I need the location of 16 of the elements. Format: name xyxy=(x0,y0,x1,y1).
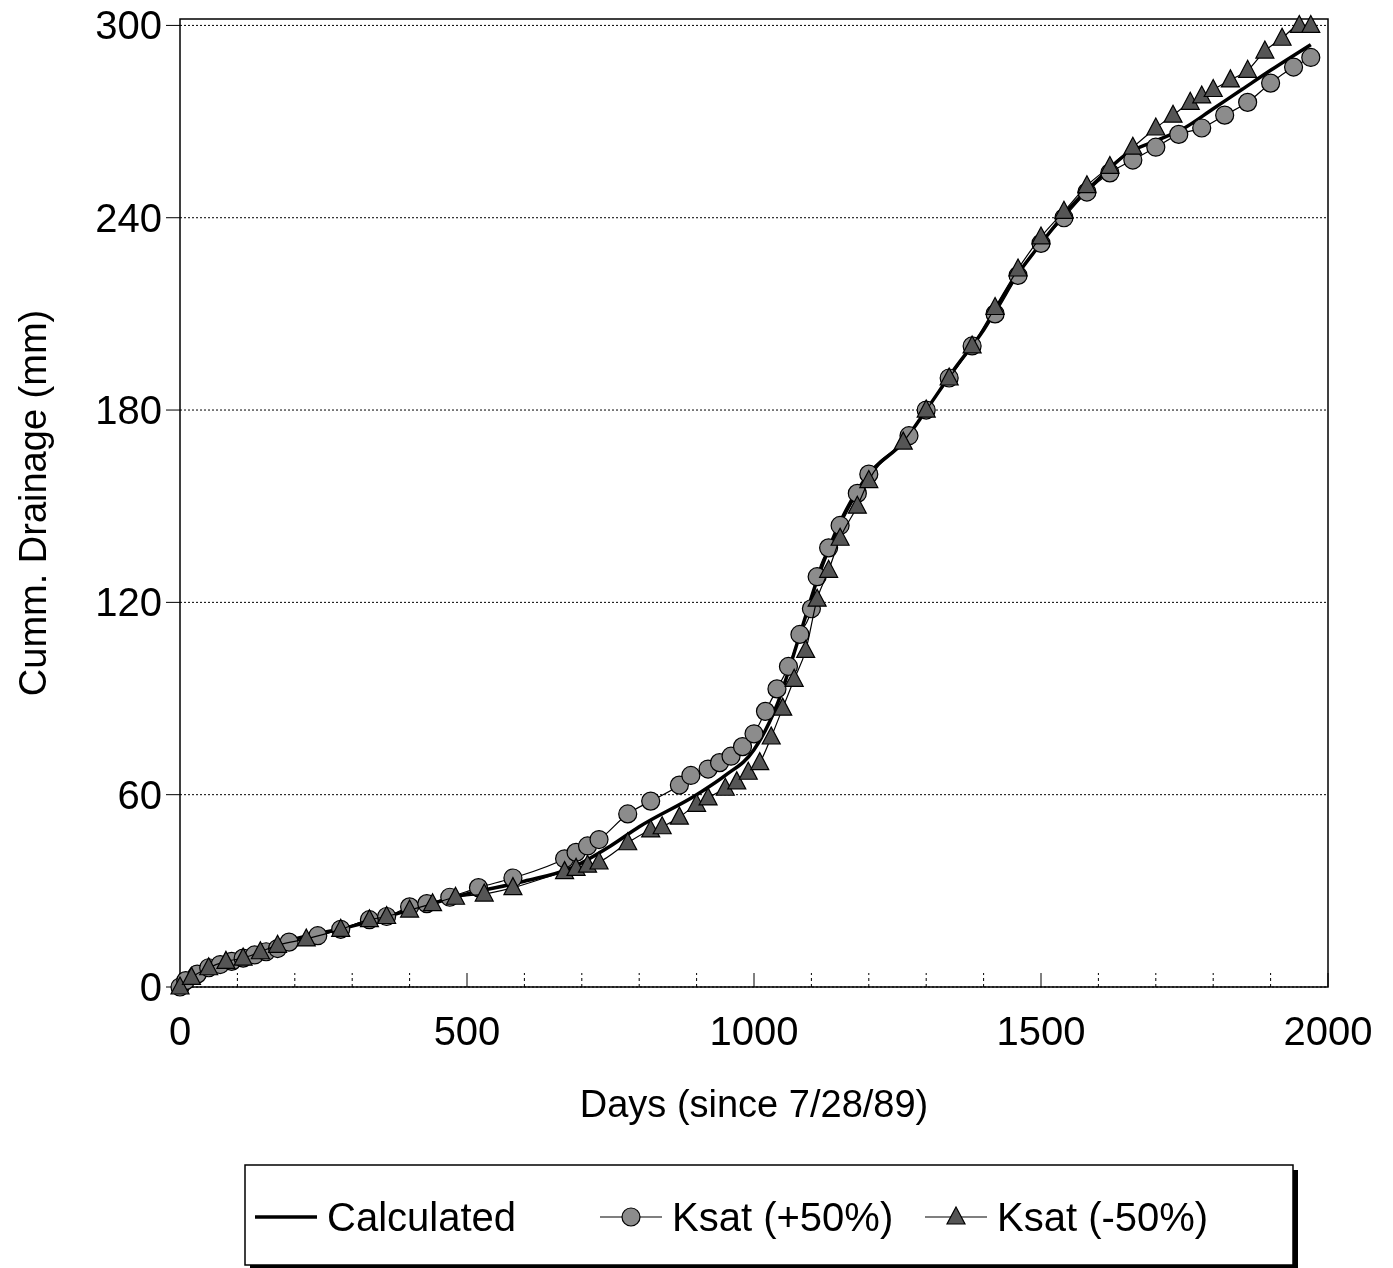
y-tick-label: 240 xyxy=(95,195,162,240)
x-tick-label: 0 xyxy=(168,1009,192,1053)
x-axis-title: Days (since 7/28/89) xyxy=(579,1083,929,1125)
legend-label: Ksat (-50%) xyxy=(997,1195,1209,1239)
x-tick-label: 500 xyxy=(433,1009,501,1053)
y-axis-title: Cumm. Drainage (mm) xyxy=(12,309,54,697)
legend-label: Calculated xyxy=(327,1195,517,1239)
x-tick-label: 1000 xyxy=(709,1009,799,1053)
x-tick-label: 1500 xyxy=(996,1009,1086,1053)
x-tick-label: 2000 xyxy=(1283,1009,1373,1053)
y-tick-label: 300 xyxy=(95,3,162,48)
y-tick-label: 120 xyxy=(95,580,162,625)
y-tick-label: 180 xyxy=(95,388,162,433)
y-tick-label: 60 xyxy=(117,772,162,817)
legend-label: Ksat (+50%) xyxy=(672,1195,894,1239)
y-tick-label: 0 xyxy=(139,965,162,1009)
